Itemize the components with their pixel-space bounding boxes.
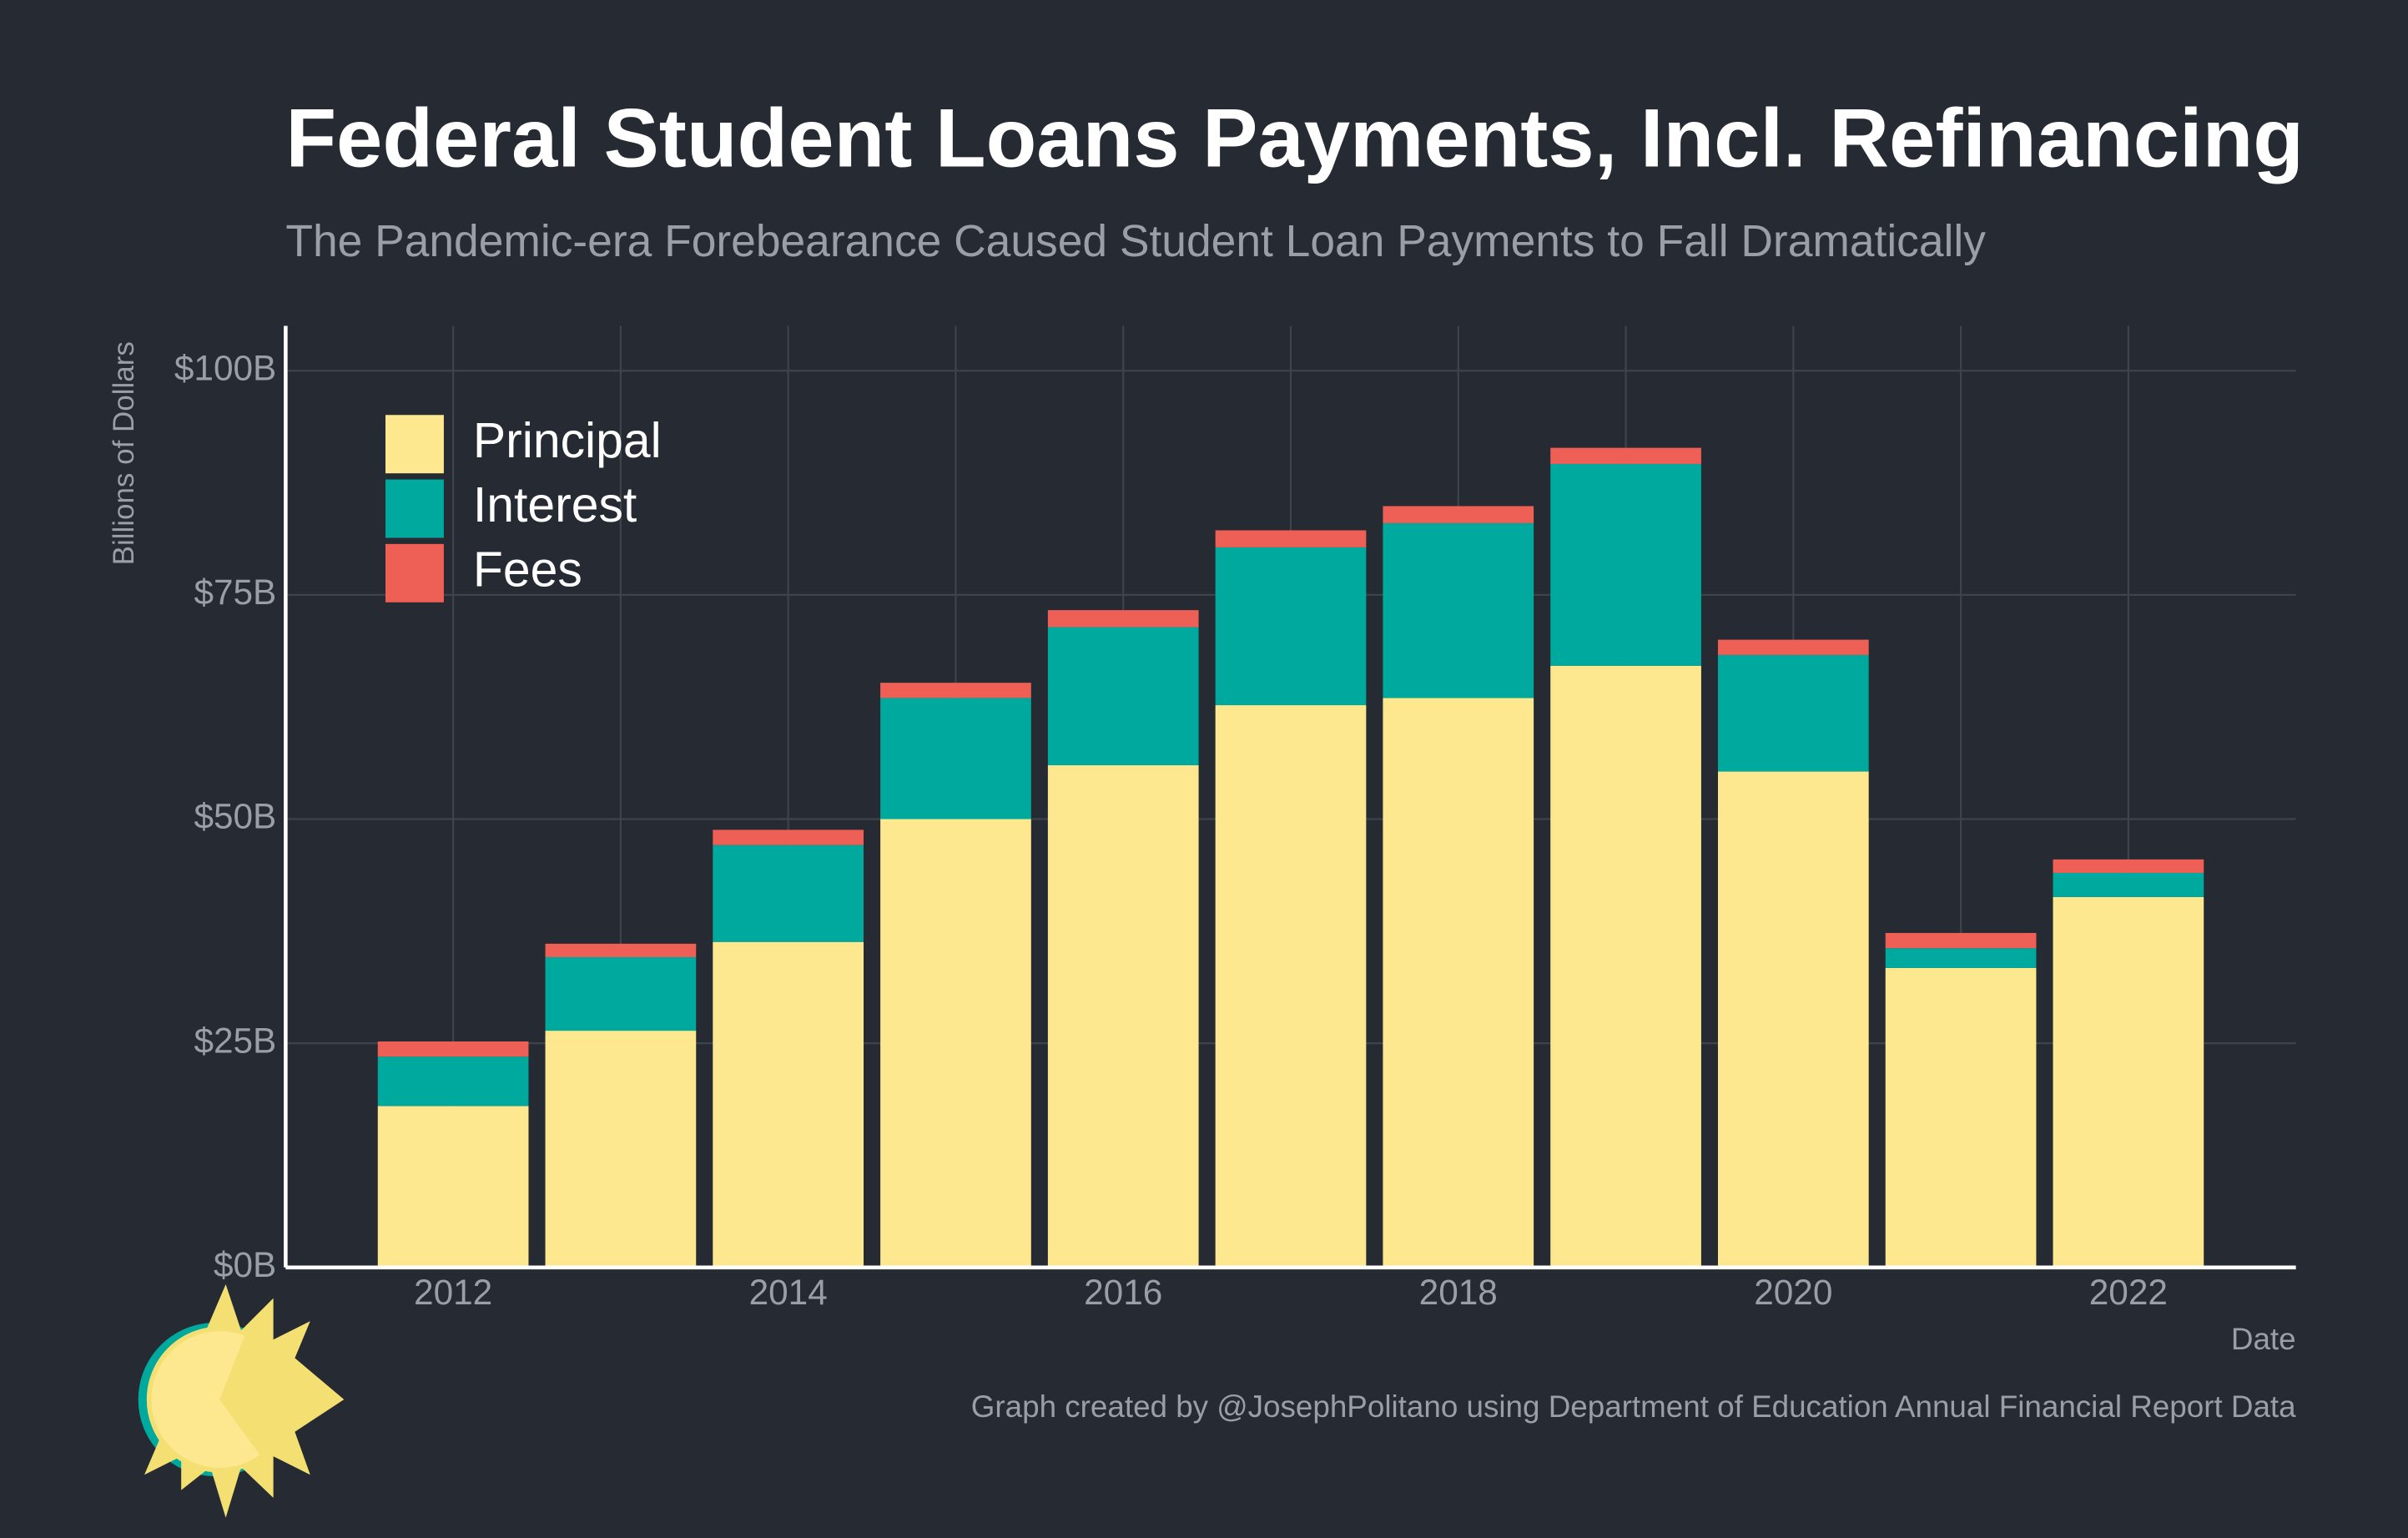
bar-segment <box>880 698 1031 819</box>
legend-label: Interest <box>473 478 637 532</box>
bar-segment <box>1215 705 1367 1268</box>
bar-segment <box>1885 967 2037 1268</box>
bar-segment <box>880 819 1031 1268</box>
bar-segment <box>545 943 697 957</box>
bar-segment <box>377 1056 529 1107</box>
chart-subtitle: The Pandemic-era Forebearance Caused Stu… <box>285 217 1986 266</box>
x-tick-label: 2020 <box>1754 1273 1832 1312</box>
bar-segment <box>713 830 864 845</box>
y-tick-label: $25B <box>194 1021 276 1060</box>
bar-segment <box>1047 610 1199 628</box>
bar-segment <box>880 683 1031 698</box>
y-tick-label: $0B <box>214 1245 276 1284</box>
bar-segment <box>1717 639 1869 655</box>
bar-segment <box>1383 506 1534 523</box>
bar-segment <box>1383 522 1534 698</box>
bar-segment <box>1047 765 1199 1268</box>
bar-segment <box>2053 896 2204 1268</box>
bar-segment <box>377 1041 529 1057</box>
bar-segment <box>1047 627 1199 766</box>
bar-segment <box>1885 932 2037 949</box>
bar-segment <box>545 956 697 1031</box>
bar-segment <box>713 941 864 1268</box>
y-tick-label: $75B <box>194 572 276 612</box>
caption: Graph created by @JosephPolitano using D… <box>971 1389 2296 1424</box>
bar-segment <box>1550 447 1701 464</box>
logo-shade <box>219 1333 290 1457</box>
y-tick-label: $100B <box>174 348 276 387</box>
bar-segment <box>1550 665 1701 1268</box>
bar-segment <box>1885 948 2037 968</box>
bar-segment <box>1550 463 1701 666</box>
bar-segment <box>1717 654 1869 772</box>
bar-segment <box>2053 872 2204 897</box>
legend-label: Fees <box>473 542 582 597</box>
x-axis-label: Date <box>2231 1322 2296 1356</box>
bar-segment <box>1215 547 1367 706</box>
bar-segment <box>1717 771 1869 1268</box>
legend-label: Principal <box>473 414 662 468</box>
chart-title: Federal Student Loans Payments, Incl. Re… <box>285 93 2304 185</box>
x-tick-label: 2012 <box>414 1273 492 1312</box>
y-axis-label: Billions of Dollars <box>108 341 140 565</box>
plot: $0B $25B $50B $75B $100B 2012 2014 2016 2018 2020… <box>174 325 2296 1312</box>
bar-segment <box>1215 530 1367 547</box>
bar-segment <box>1383 698 1534 1268</box>
bar-segment <box>545 1031 697 1268</box>
logo <box>138 1284 345 1518</box>
x-tick-label: 2022 <box>2089 1273 2168 1312</box>
legend-swatch <box>385 415 444 474</box>
bar-segment <box>377 1106 529 1268</box>
bar-segment <box>713 845 864 942</box>
bar-segment <box>2053 859 2204 873</box>
x-tick-label: 2014 <box>749 1273 828 1312</box>
legend-swatch <box>385 543 444 603</box>
x-tick-label: 2016 <box>1084 1273 1162 1312</box>
legend-swatch <box>385 479 444 538</box>
x-tick-label: 2018 <box>1419 1273 1498 1312</box>
y-tick-label: $50B <box>194 797 276 836</box>
